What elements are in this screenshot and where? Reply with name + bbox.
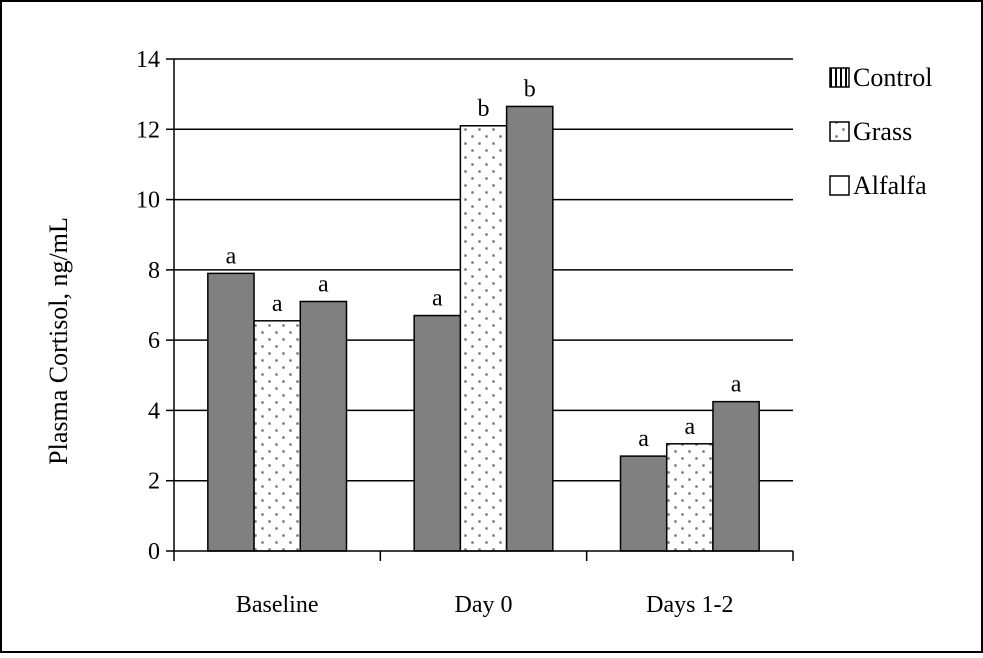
x-category-label-baseline: Baseline bbox=[236, 592, 319, 618]
bar-control-day-0 bbox=[413, 314, 462, 552]
legend-label-alfalfa: Alfalfa bbox=[853, 171, 927, 200]
bar-grass-days-1-2 bbox=[665, 443, 714, 552]
data-label-alfalfa-days-1-2: a bbox=[731, 372, 742, 398]
bar-alfalfa-baseline bbox=[299, 300, 348, 552]
legend-swatch-grass bbox=[829, 121, 850, 142]
x-category-labels: Baseline Day 0 Days 1-2 bbox=[236, 592, 734, 618]
data-label-grass-baseline: a bbox=[272, 291, 283, 317]
data-label-control-baseline: a bbox=[226, 243, 237, 269]
legend-label-control: Control bbox=[853, 63, 932, 92]
y-tick-label-0: 0 bbox=[148, 539, 160, 565]
data-label-control-days-1-2: a bbox=[638, 426, 649, 452]
legend-swatch-alfalfa bbox=[829, 175, 850, 196]
x-category-label-day-0: Day 0 bbox=[455, 592, 513, 618]
data-label-alfalfa-baseline: a bbox=[318, 271, 329, 297]
data-label-alfalfa-day-0: b bbox=[524, 76, 536, 102]
bar-control-days-1-2 bbox=[619, 455, 668, 552]
y-tick-labels: 0 2 4 6 8 10 12 14 bbox=[136, 47, 160, 565]
y-tick-label-6: 6 bbox=[148, 328, 160, 354]
y-axis-title: Plasma Cortisol, ng/mL bbox=[44, 217, 73, 465]
data-label-control-day-0: a bbox=[432, 286, 443, 312]
x-category-label-days-1-2: Days 1-2 bbox=[646, 592, 733, 618]
data-label-grass-day-0: b bbox=[478, 96, 490, 122]
bar-control-baseline bbox=[207, 272, 255, 552]
bar-alfalfa-days-1-2 bbox=[712, 400, 760, 552]
data-label-grass-days-1-2: a bbox=[685, 414, 696, 440]
y-tick-label-2: 2 bbox=[148, 469, 160, 495]
legend-swatch-control bbox=[829, 67, 850, 88]
bar-grass-baseline bbox=[253, 320, 302, 552]
bars bbox=[207, 105, 760, 552]
bar-grass-day-0 bbox=[459, 125, 508, 552]
y-tick-label-10: 10 bbox=[136, 188, 160, 214]
y-tick-label-14: 14 bbox=[136, 47, 160, 73]
legend: Control Grass Alfalfa bbox=[829, 63, 932, 200]
y-tick-label-4: 4 bbox=[148, 398, 160, 424]
y-tick-label-8: 8 bbox=[148, 258, 160, 284]
y-tick-label-12: 12 bbox=[136, 117, 160, 143]
data-labels: a a a a b b a a a bbox=[226, 76, 742, 452]
legend-label-grass: Grass bbox=[853, 117, 912, 146]
axes bbox=[166, 58, 794, 561]
bar-alfalfa-day-0 bbox=[505, 105, 554, 552]
